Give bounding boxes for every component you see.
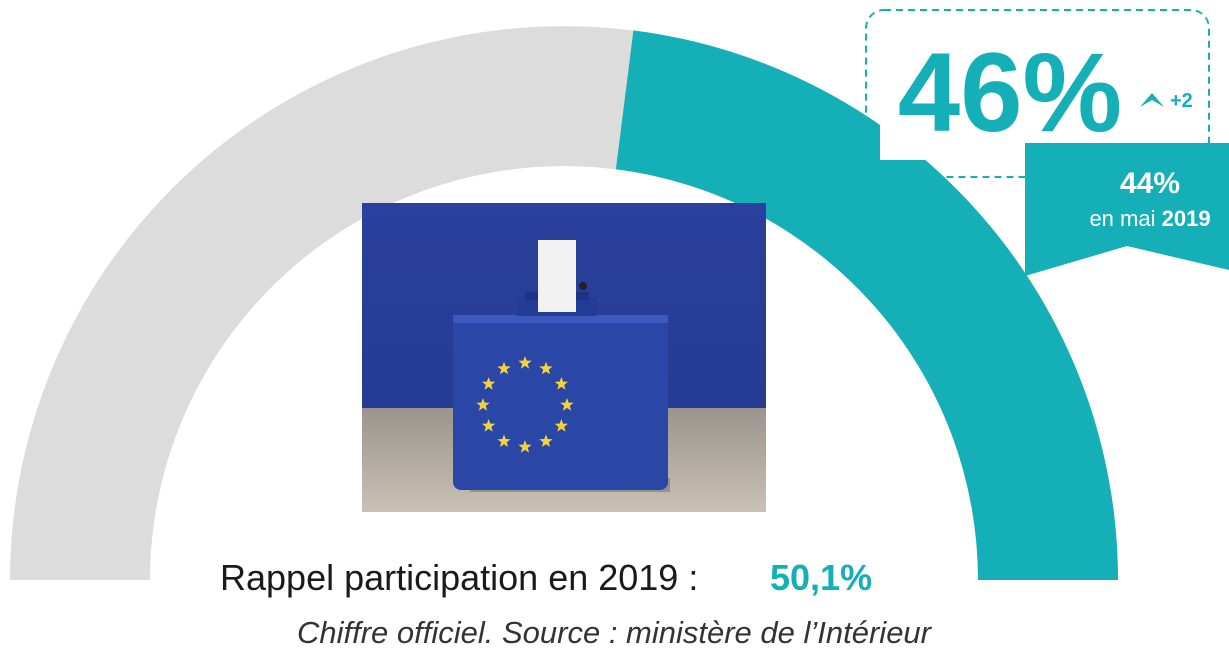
- highlight-frame: [865, 9, 1210, 178]
- star: [554, 377, 568, 390]
- previous-label: 44%: [1120, 167, 1180, 200]
- previous-text: en mai: [1089, 206, 1155, 231]
- star: [554, 419, 568, 432]
- gauge-value-label: 46%: [898, 30, 1122, 155]
- star: [482, 419, 496, 432]
- gauge-value-arc: [615, 30, 1118, 580]
- previous-year: 2019: [1162, 206, 1211, 231]
- star: [497, 434, 511, 447]
- highlight-bg: [880, 40, 1198, 160]
- previous-caption: en mai 2019: [1089, 206, 1210, 231]
- star: [518, 440, 532, 453]
- star: [539, 434, 553, 447]
- star: [518, 356, 532, 369]
- recall-value: 50,1%: [770, 557, 872, 598]
- gauge: [10, 26, 1118, 581]
- source: Chiffre officiel. Source : ministère de …: [297, 615, 933, 650]
- star: [497, 361, 511, 375]
- ballot-photo: [362, 203, 766, 512]
- star: [482, 377, 496, 390]
- star: [476, 398, 490, 411]
- recall-text: Rappel participation en 2019 :: [220, 557, 698, 598]
- star: [560, 398, 574, 411]
- star: [539, 361, 553, 375]
- previous-ribbon: [1025, 143, 1229, 276]
- change-arrow: [1140, 93, 1164, 107]
- change-label: +2: [1170, 90, 1193, 112]
